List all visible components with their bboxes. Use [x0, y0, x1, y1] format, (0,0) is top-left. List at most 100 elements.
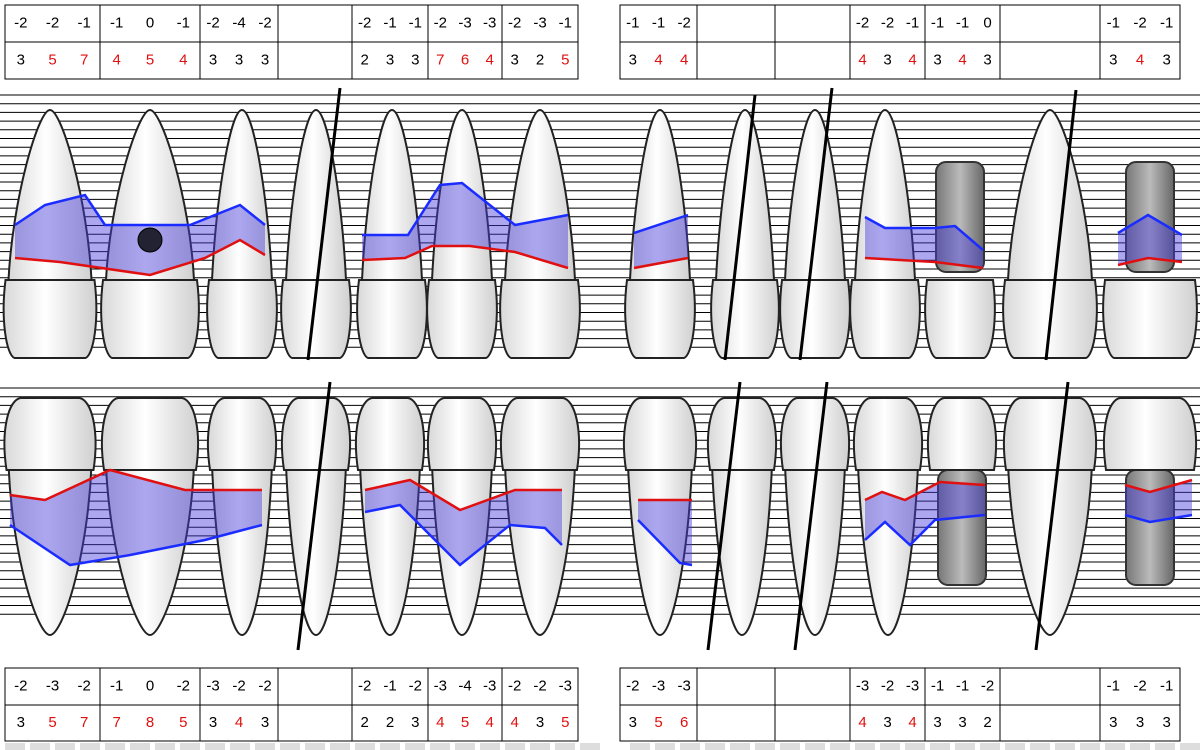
shade-cell — [355, 743, 375, 750]
tooth-crown — [206, 279, 278, 359]
pocket-depth: 2 — [536, 51, 544, 68]
pocket-depth: 5 — [561, 714, 569, 731]
tooth-root — [358, 464, 422, 637]
tooth-root — [503, 108, 577, 281]
shade-cell — [680, 743, 700, 750]
pocket-depth: 4 — [485, 51, 493, 68]
pocket-depth: 3 — [629, 714, 637, 731]
tooth-crown — [101, 397, 199, 471]
tooth-root — [284, 464, 348, 637]
gingival-margin: -3 — [483, 677, 496, 694]
gingival-margin: -1 — [906, 14, 919, 31]
pocket-depth: 4 — [510, 714, 518, 731]
pocket-depth: 4 — [485, 714, 493, 731]
tooth-crown — [207, 397, 277, 471]
shade-cell — [555, 743, 575, 750]
pocket-depth: 4 — [858, 714, 866, 731]
tooth-root — [210, 464, 274, 637]
gingival-margin: -2 — [77, 677, 90, 694]
pocket-depth: 7 — [112, 714, 120, 731]
tooth-crown — [780, 397, 850, 471]
tooth-root — [783, 108, 847, 281]
shade-cell — [1105, 743, 1125, 750]
gingival-margin: -2 — [206, 14, 219, 31]
shade-cell — [155, 743, 175, 750]
shade-cell — [280, 743, 300, 750]
gingival-margin: -1 — [409, 14, 422, 31]
tooth-root — [430, 108, 494, 281]
gingival-margin: -2 — [626, 677, 639, 694]
tooth-crown — [853, 397, 923, 471]
tooth-root — [7, 108, 93, 281]
pocket-overlays — [9, 181, 1193, 567]
gingival-margin: -2 — [881, 14, 894, 31]
gingival-margin: -1 — [626, 14, 639, 31]
gingival-margin: -2 — [981, 677, 994, 694]
tooth-root — [853, 108, 917, 281]
shade-cell — [105, 743, 125, 750]
tooth-crown — [500, 397, 580, 471]
shade-cell — [805, 743, 825, 750]
shade-cell — [1030, 743, 1050, 750]
shade-cell — [55, 743, 75, 750]
shade-cell — [205, 743, 225, 750]
pocket-depth: 2 — [360, 51, 368, 68]
gingival-margin: -2 — [46, 14, 59, 31]
gingival-margin: -4 — [458, 677, 471, 694]
pocket-depth: 3 — [1109, 51, 1117, 68]
tooth-crown — [1003, 397, 1097, 471]
pocket-depth: 4 — [908, 714, 916, 731]
gingival-margin: -3 — [206, 677, 219, 694]
shade-cell — [505, 743, 525, 750]
gingival-margin: -2 — [881, 677, 894, 694]
pocket-depth: 7 — [80, 714, 88, 731]
furcation-mark — [137, 227, 163, 253]
gingival-margin: -2 — [508, 677, 521, 694]
gingival-margin: -1 — [559, 14, 572, 31]
tooth-root — [628, 108, 692, 281]
implant — [935, 161, 985, 273]
pocket-depth: 4 — [235, 714, 243, 731]
tooth-crown — [1102, 279, 1198, 359]
pocket-depth: 5 — [48, 714, 56, 731]
pocket-depth: 3 — [883, 714, 891, 731]
pocket-depth: 5 — [48, 51, 56, 68]
gingival-margin: -1 — [956, 677, 969, 694]
tooth-crown — [355, 397, 425, 471]
table-row — [619, 667, 1181, 706]
pocket-depth: 3 — [933, 714, 941, 731]
pocket-depth: 4 — [1136, 51, 1144, 68]
shade-cell — [830, 743, 850, 750]
teeth — [2, 108, 1198, 637]
pocket-depth: 3 — [411, 714, 419, 731]
pocket-depth: 4 — [908, 51, 916, 68]
gingival-margin: 0 — [146, 677, 154, 694]
pocket-depth: 3 — [261, 714, 269, 731]
tooth-crown — [623, 397, 697, 471]
tooth-crown — [356, 279, 428, 359]
gingival-margin: -2 — [358, 14, 371, 31]
shade-cell — [730, 743, 750, 750]
gingival-margin: -1 — [931, 14, 944, 31]
pocket-depth: 7 — [436, 51, 444, 68]
gingival-margin: -2 — [232, 677, 245, 694]
tables: -2 -2 -13 5 7-1 0 -14 5 4-2 -4 -23 3 3-2 -1 -12 3 3-2 -3-… — [4, 4, 1200, 750]
tooth-crown — [499, 279, 581, 359]
shade-cell — [380, 743, 400, 750]
gingival-margin: -3 — [458, 14, 471, 31]
tooth-crown — [707, 397, 777, 471]
table-row — [619, 4, 1181, 43]
shade-cell — [455, 743, 475, 750]
gingival-margin: -2 — [1133, 677, 1146, 694]
table-row — [619, 41, 1181, 80]
tooth-crown — [2, 279, 98, 359]
pocket-depth: 3 — [883, 51, 891, 68]
gingival-margin: 0 — [983, 14, 991, 31]
gingival-margin: -1 — [383, 14, 396, 31]
pocket-depth: 3 — [933, 51, 941, 68]
tooth-root — [7, 464, 93, 637]
tooth-root — [1006, 464, 1094, 637]
gingival-margin: -2 — [258, 14, 271, 31]
pocket-depth: 5 — [179, 714, 187, 731]
pocket-depth: 3 — [235, 51, 243, 68]
